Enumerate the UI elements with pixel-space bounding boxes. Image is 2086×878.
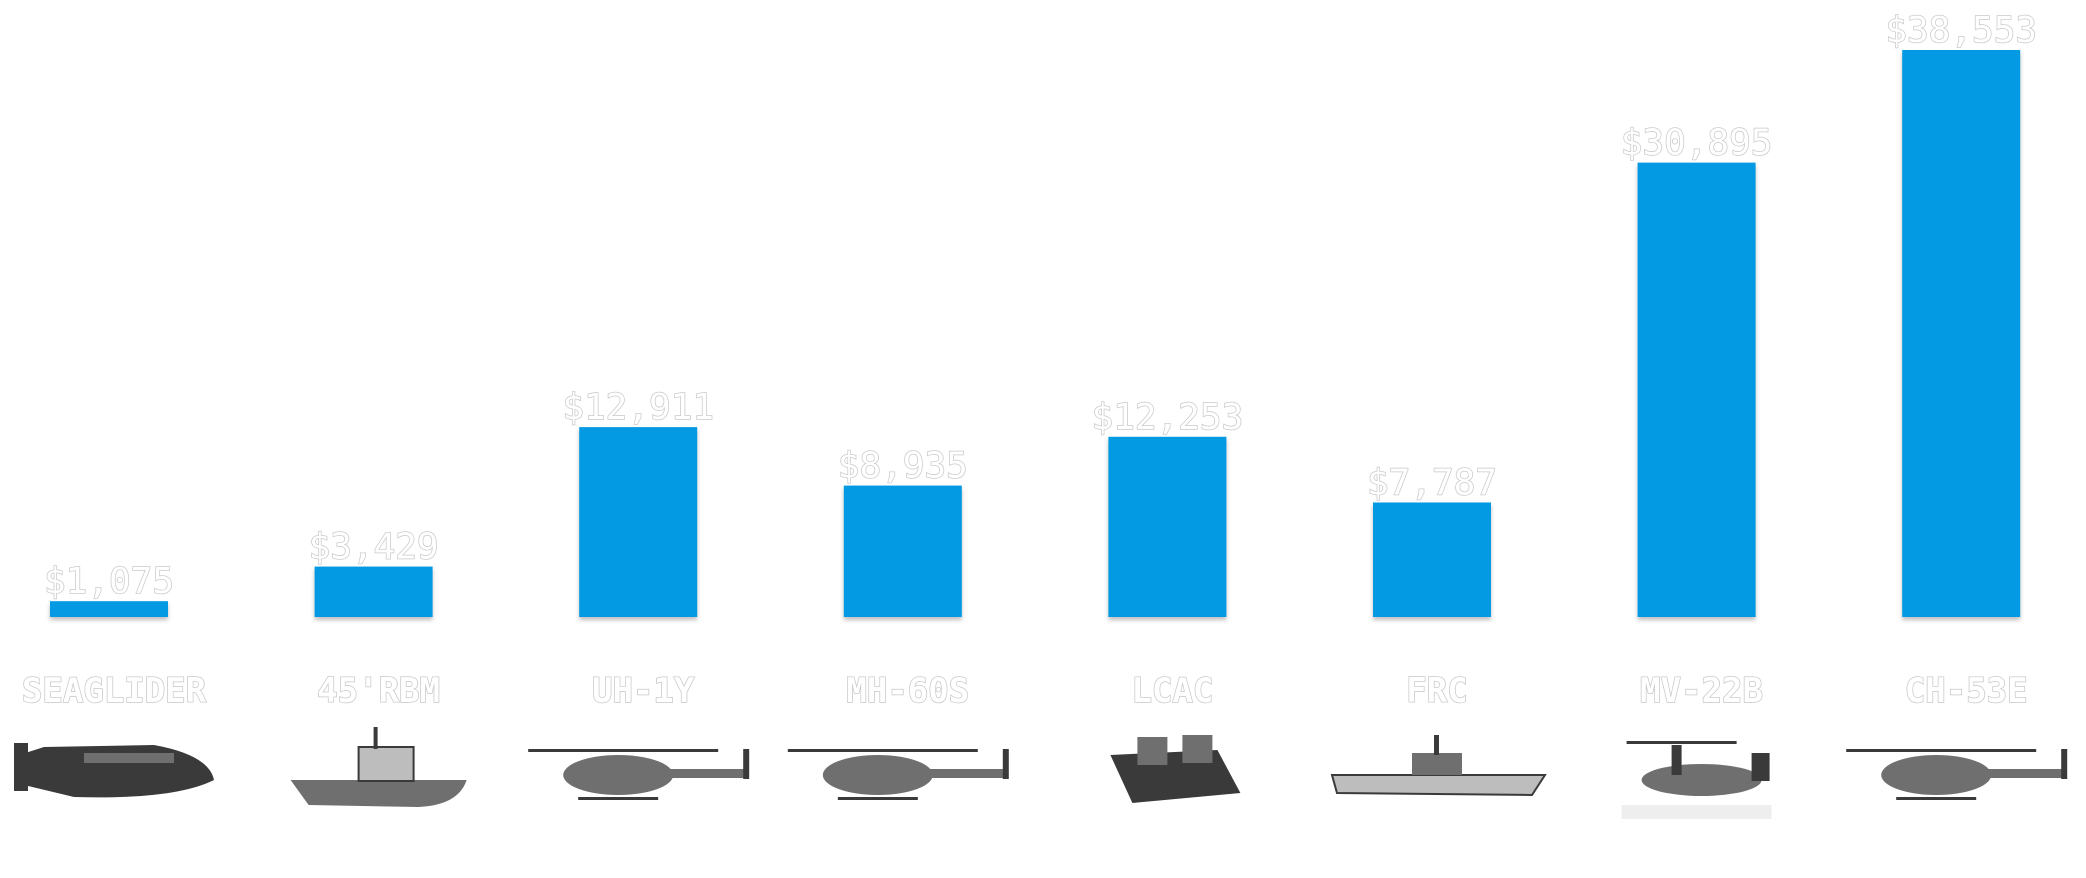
boat-cabin: [357, 746, 415, 782]
boat-mast: [373, 727, 378, 749]
bars-layer: [50, 50, 2021, 617]
tiltrotor-shadow: [1621, 805, 1772, 819]
tiltrotor-tail: [1751, 753, 1770, 781]
value-labels-layer: $1,075 $3,429 $12,911 $8,935 $12,253 $7,787 $3…: [43, 9, 2038, 603]
heli-fuselage: [822, 755, 933, 795]
category-label-1: 45'RBM: [317, 671, 440, 711]
hovercraft-fan-right: [1182, 735, 1213, 763]
seaglider-icon: [14, 743, 214, 798]
ship-hull: [1330, 774, 1547, 797]
heli-tail-fin: [1002, 749, 1009, 779]
heli-tail-fin: [2061, 749, 2068, 779]
boat-hull: [290, 780, 467, 807]
value-label-0: $1,075: [44, 561, 174, 602]
heli-rotor: [1846, 749, 2037, 752]
category-label-7: CH-53E: [1905, 671, 2028, 711]
hovercraft-fan-left: [1137, 737, 1168, 765]
value-label-4: $12,253: [1092, 397, 1244, 438]
bar-5: [1373, 502, 1491, 617]
heli-tailboom: [927, 769, 1008, 778]
heli-skid: [1896, 797, 1977, 800]
heli-fuselage: [1881, 755, 1992, 795]
heli-skid: [837, 797, 918, 800]
heli-rotor: [528, 749, 719, 752]
category-label-2: UH-1Y: [592, 671, 695, 711]
heli-skid: [578, 797, 659, 800]
bar-4: [1108, 436, 1227, 617]
category-labels-layer: SEAGLIDER 45'RBM UH-1Y MH-60S LCAC FRC MV-22B C…: [21, 670, 2028, 712]
cutter-ship-icon: [1330, 735, 1547, 797]
value-label-5: $7,787: [1367, 462, 1497, 503]
seaglider-stripe: [84, 753, 174, 763]
heli-tail-fin: [743, 749, 750, 779]
value-label-2: $12,911: [562, 387, 714, 428]
bar-2: [579, 427, 698, 617]
category-label-3: MH-60S: [846, 671, 969, 711]
bar-0: [50, 601, 168, 617]
tiltrotor-rotor: [1626, 741, 1737, 744]
rescue-boat-icon: [290, 727, 467, 807]
bar-6: [1637, 162, 1756, 617]
bar-7: [1902, 50, 2021, 617]
vehicle-images-layer: [14, 727, 2068, 819]
tiltrotor-icon: [1621, 741, 1772, 819]
helicopter-icon: [787, 749, 1009, 800]
helicopter-icon: [1846, 749, 2068, 800]
hovercraft-icon: [1110, 735, 1241, 803]
tiltrotor-nacelle: [1671, 745, 1682, 775]
value-label-6: $30,895: [1621, 123, 1773, 164]
ship-superstructure: [1412, 753, 1462, 775]
heli-tailboom: [668, 769, 749, 778]
heli-fuselage: [563, 755, 674, 795]
seaglider-body: [19, 745, 214, 798]
value-label-1: $3,429: [309, 527, 439, 568]
heli-tailboom: [1986, 769, 2067, 778]
hovercraft-skirt: [1110, 750, 1241, 803]
value-label-7: $38,553: [1885, 10, 2037, 51]
category-label-0: SEAGLIDER: [22, 671, 207, 711]
category-label-6: MV-22B: [1640, 671, 1763, 711]
category-label-4: LCAC: [1131, 671, 1213, 711]
seaglider-tail: [14, 743, 28, 791]
heli-rotor: [787, 749, 978, 752]
helicopter-icon: [528, 749, 750, 800]
ship-mast: [1434, 735, 1439, 755]
bar-1: [314, 566, 433, 617]
bar-3: [843, 485, 962, 617]
value-label-3: $8,935: [838, 446, 968, 487]
tiltrotor-fuselage: [1641, 764, 1762, 796]
category-label-5: FRC: [1406, 671, 1467, 711]
